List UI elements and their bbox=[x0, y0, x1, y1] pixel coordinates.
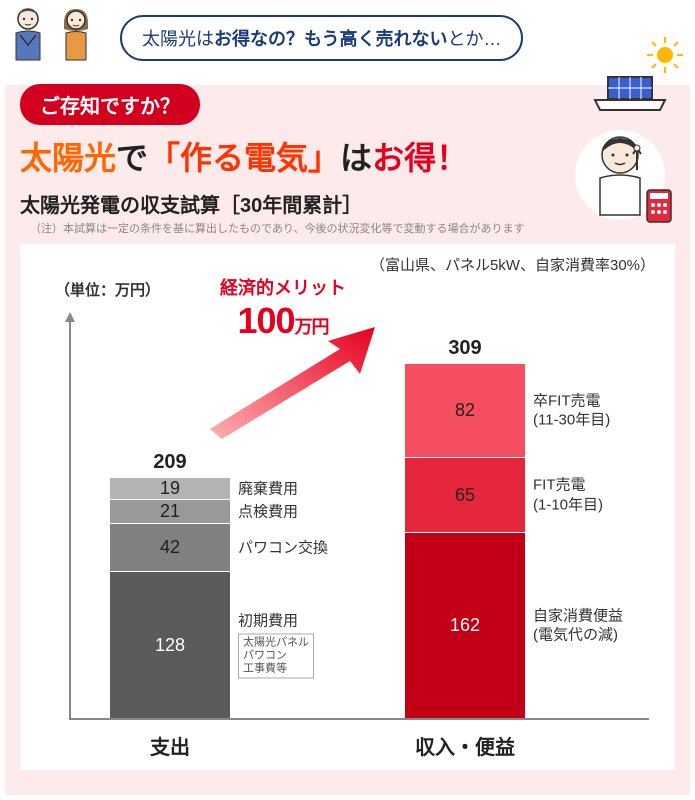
segment-label: 初期費用太陽光パネルパワコン工事費等 bbox=[238, 611, 314, 678]
x-axis bbox=[69, 718, 649, 720]
person-male-icon bbox=[8, 5, 48, 65]
speech-p3: とか… bbox=[447, 29, 501, 49]
hl-p2: で bbox=[116, 140, 148, 176]
speech-p2: お得なの？もう高く売れない bbox=[214, 29, 447, 49]
category-income: 収入・便益 bbox=[365, 731, 565, 760]
hl-p3: 「作る電気」 bbox=[148, 140, 340, 176]
category-expense: 支出 bbox=[70, 731, 270, 760]
bar-segment: 162自家消費便益(電気代の減) bbox=[405, 532, 525, 718]
bar-segment: 42パワコン交換 bbox=[110, 523, 230, 571]
bar-expense: 209 19廃棄費用21点検費用42パワコン交換128初期費用太陽光パネルパワコ… bbox=[110, 477, 230, 718]
segment-sublabel: 太陽光パネルパワコン工事費等 bbox=[238, 633, 314, 679]
expense-total: 209 bbox=[110, 451, 230, 474]
segment-label: パワコン交換 bbox=[238, 538, 328, 558]
badge: ご存知ですか？ bbox=[20, 84, 200, 125]
bar-segment: 21点検費用 bbox=[110, 499, 230, 523]
bar-segment: 65FIT売電(1-10年目) bbox=[405, 457, 525, 532]
y-axis bbox=[69, 320, 71, 720]
chart-container: （富山県、パネル5kW、自家消費率30%） （単位：万円） 経済的メリット 10… bbox=[20, 244, 675, 770]
sun-icon bbox=[645, 35, 685, 75]
context-text: （富山県、パネル5kW、自家消費率30%） bbox=[55, 254, 655, 275]
unit-label: （単位：万円） bbox=[55, 279, 655, 300]
income-total: 309 bbox=[405, 337, 525, 360]
main-panel: ご存知ですか？ 太陽光で「作る電気」はお得！ 太陽光発電の収支試算［30年間累計… bbox=[5, 85, 690, 795]
speech-bubble: 太陽光はお得なの？もう高く売れないとか… bbox=[120, 15, 523, 61]
bar-income: 309 82卒FIT売電(11-30年目)65FIT売電(1-10年目)162自… bbox=[405, 363, 525, 718]
segment-label: 自家消費便益(電気代の減) bbox=[533, 606, 623, 645]
segment-label: FIT売電(1-10年目) bbox=[533, 476, 603, 515]
merit-label: 経済的メリット bbox=[220, 274, 346, 300]
hl-p5: お得！ bbox=[372, 140, 468, 176]
segment-label: 廃棄費用 bbox=[238, 479, 298, 499]
bar-segment: 19廃棄費用 bbox=[110, 477, 230, 499]
calculator-person-icon bbox=[575, 120, 675, 230]
hl-p1: 太陽光 bbox=[20, 140, 116, 176]
person-female-icon bbox=[56, 5, 96, 65]
hl-p4: は bbox=[340, 140, 372, 176]
merit-value: 100万円 bbox=[220, 300, 346, 342]
solar-panel-icon bbox=[590, 75, 670, 115]
merit-callout: 経済的メリット 100万円 bbox=[220, 274, 346, 342]
people-icons bbox=[8, 5, 96, 65]
top-area: 太陽光はお得なの？もう高く売れないとか… bbox=[0, 0, 695, 85]
segment-label: 卒FIT売電(11-30年目) bbox=[533, 391, 610, 430]
chart-area: 209 19廃棄費用21点検費用42パワコン交換128初期費用太陽光パネルパワコ… bbox=[55, 310, 655, 760]
speech-p1: 太陽光は bbox=[142, 29, 214, 49]
segment-label: 点検費用 bbox=[238, 502, 298, 522]
bar-segment: 128初期費用太陽光パネルパワコン工事費等 bbox=[110, 571, 230, 718]
bar-segment: 82卒FIT売電(11-30年目) bbox=[405, 363, 525, 457]
